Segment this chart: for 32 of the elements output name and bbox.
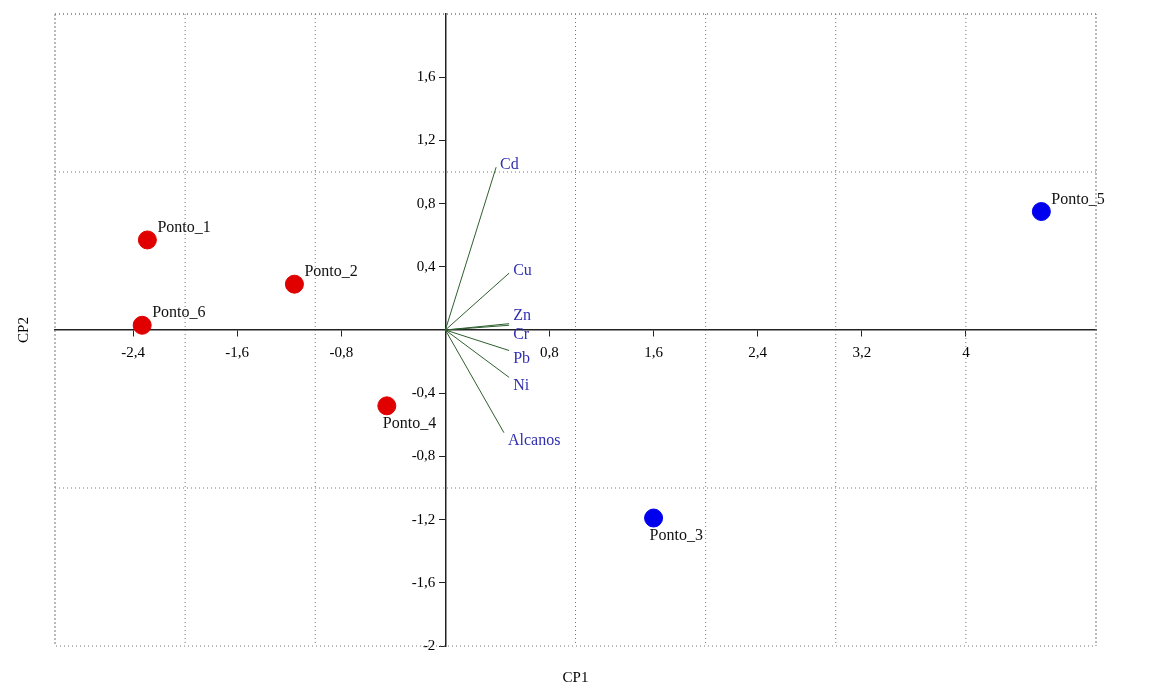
series-label: Cd (500, 155, 519, 173)
y-tick-label: -0,8 (411, 447, 436, 464)
x-axis-title: CP1 (562, 669, 589, 686)
annotation: Ponto_5 (1051, 189, 1105, 207)
y-tick-label: -1,2 (411, 510, 436, 527)
x-tick-label: -2,4 (121, 343, 146, 360)
y-tick-label: 1,6 (416, 68, 436, 85)
y-tick-label: 0,4 (416, 257, 436, 274)
y-tick-label: -1,6 (411, 573, 436, 590)
y-tick-label: 1,2 (416, 131, 436, 148)
annotation: Ponto_1 (157, 218, 211, 236)
x-tick-label: 4 (962, 343, 971, 360)
series-label: Ni (513, 375, 530, 393)
y-tick-label: -2 (422, 636, 436, 653)
series-label: Cr (513, 325, 530, 343)
series-label: Zn (513, 305, 531, 323)
series-label: Cu (513, 261, 532, 279)
series-label: Pb (513, 348, 531, 366)
x-tick-label: 0,8 (540, 343, 559, 360)
y-tick-label: 0,8 (416, 194, 436, 211)
annotation: Ponto_3 (649, 526, 703, 544)
x-tick-label: -1,6 (225, 343, 250, 360)
x-tick-label: 2,4 (748, 343, 768, 360)
annotation: Ponto_4 (382, 414, 437, 432)
annotation: Ponto_6 (152, 303, 206, 321)
annotation: Ponto_2 (304, 262, 358, 280)
y-tick-label: -0,4 (411, 384, 436, 401)
x-tick-label: 3,2 (852, 343, 872, 360)
x-tick-label: -0,8 (329, 343, 354, 360)
series-label: Alcanos (507, 430, 561, 448)
y-axis-title: CP2 (14, 317, 31, 343)
x-tick-label: 1,6 (644, 343, 664, 360)
